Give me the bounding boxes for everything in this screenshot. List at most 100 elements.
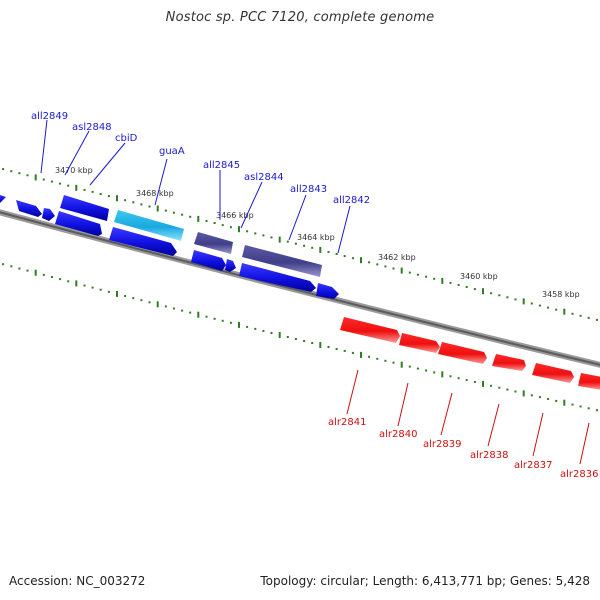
major-tick [319, 342, 322, 348]
minor-tick [303, 244, 306, 247]
minor-tick [18, 267, 21, 270]
gene-arrow-alr2841[interactable] [340, 317, 400, 343]
minor-tick [286, 336, 289, 338]
minor-tick [449, 375, 452, 378]
minor-tick [42, 178, 45, 181]
minor-tick [181, 309, 184, 312]
gene-arrow-alr2838[interactable] [492, 354, 526, 371]
minor-tick [10, 170, 13, 173]
minor-tick [595, 409, 598, 412]
minor-tick [99, 288, 102, 291]
minor-tick [416, 367, 419, 370]
gene-arrow-asl2848[interactable] [16, 200, 42, 217]
minor-tick [124, 295, 127, 297]
gene-label-all2842[interactable]: all2842 [333, 195, 370, 206]
gene-label-alr2840[interactable]: alr2840 [379, 429, 417, 440]
minor-tick [213, 222, 216, 224]
minor-tick [311, 342, 314, 344]
gene-label-alr2837[interactable]: alr2837 [514, 460, 552, 471]
leader-line [89, 142, 126, 186]
minor-tick [132, 201, 135, 204]
gene-arrow-alr2840[interactable] [399, 333, 440, 353]
minor-tick [132, 297, 135, 300]
leader-line [346, 369, 359, 415]
minor-tick [311, 246, 314, 249]
gene-arrow-all2843[interactable] [242, 245, 322, 277]
minor-tick [286, 240, 289, 243]
gene-label-asl2844[interactable]: asl2844 [244, 172, 284, 183]
minor-tick [327, 251, 330, 253]
gene-arrow-r2e[interactable] [239, 263, 316, 292]
minor-tick [343, 349, 346, 352]
minor-tick [425, 369, 428, 372]
major-tick [563, 308, 566, 315]
major-tick [156, 301, 159, 308]
gene-label-all2843[interactable]: all2843 [290, 184, 327, 195]
major-tick [360, 351, 362, 358]
scale-label: 3470 kbp [55, 166, 93, 175]
minor-tick [303, 340, 306, 342]
scale-labels: 3470 kbp 3468 kbp 3466 kbp 3464 kbp 3462… [55, 166, 580, 299]
minor-tick [50, 276, 53, 278]
minor-tick [42, 273, 45, 276]
minor-tick [547, 306, 550, 309]
minor-tick [433, 371, 436, 374]
gene-label-alr2838[interactable]: alr2838 [470, 450, 508, 461]
minor-tick [221, 319, 224, 322]
minor-tick [335, 348, 338, 350]
gene-arrow-r2a[interactable] [55, 211, 102, 236]
gene-arrow-cbiD[interactable] [60, 195, 109, 221]
minor-tick [164, 305, 167, 308]
gene-label-all2849[interactable]: all2849 [31, 111, 68, 122]
minor-tick [262, 330, 265, 332]
major-tick [400, 361, 403, 368]
gene-arrow-alr2839[interactable] [438, 342, 487, 364]
minor-tick [392, 361, 395, 364]
scale-label: 3460 kbp [460, 272, 498, 281]
minor-tick [83, 188, 86, 191]
minor-tick [140, 299, 143, 302]
gene-arrow-r2f[interactable] [316, 283, 339, 299]
gene-arrow-guaA[interactable] [114, 210, 184, 241]
leader-line [487, 403, 500, 447]
minor-tick [148, 205, 151, 208]
minor-tick [490, 384, 493, 387]
leader-line [40, 119, 48, 174]
minor-tick [67, 280, 70, 283]
minor-tick [449, 281, 452, 284]
gene-arrow-r2c[interactable] [191, 250, 226, 271]
minor-tick [213, 317, 216, 320]
map-title: Nostoc sp. PCC 7120, complete genome [165, 10, 435, 25]
reverse-gene-labels: all2849 asl2848 cbiD guaA all2845 asl284… [31, 111, 370, 254]
minor-tick [246, 325, 249, 328]
minor-tick [376, 357, 379, 360]
gene-label-alr2836[interactable]: alr2836 [560, 469, 598, 480]
minor-tick [587, 316, 590, 319]
minor-tick [368, 355, 371, 358]
gene-arrow-all2845[interactable] [194, 232, 233, 254]
minor-tick [172, 307, 175, 310]
gene-label-all2845[interactable]: all2845 [203, 160, 240, 171]
gene-arrow-all2849[interactable] [0, 194, 6, 204]
gene-arrow-asl2848-b[interactable] [42, 208, 55, 221]
gene-arrow-r2d[interactable] [225, 259, 236, 272]
gene-label-alr2839[interactable]: alr2839 [423, 439, 461, 450]
minor-tick [351, 351, 354, 354]
major-tick [319, 246, 322, 253]
minor-tick [555, 399, 558, 402]
leader-line [532, 412, 544, 457]
major-tick [563, 399, 566, 406]
minor-tick [270, 332, 273, 334]
gene-arrow-r2b[interactable] [109, 227, 177, 256]
minor-tick [59, 278, 62, 281]
major-tick [360, 257, 362, 264]
gene-label-guaA[interactable]: guaA [159, 146, 185, 157]
gene-label-asl2848[interactable]: asl2848 [72, 122, 112, 133]
gene-label-cbiD[interactable]: cbiD [115, 133, 138, 144]
gene-arrow-alr2837[interactable] [532, 363, 574, 383]
gene-arrow-alr2836[interactable] [578, 373, 600, 390]
minor-tick [164, 209, 167, 212]
gene-label-alr2841[interactable]: alr2841 [328, 417, 366, 428]
leader-line [337, 205, 351, 254]
